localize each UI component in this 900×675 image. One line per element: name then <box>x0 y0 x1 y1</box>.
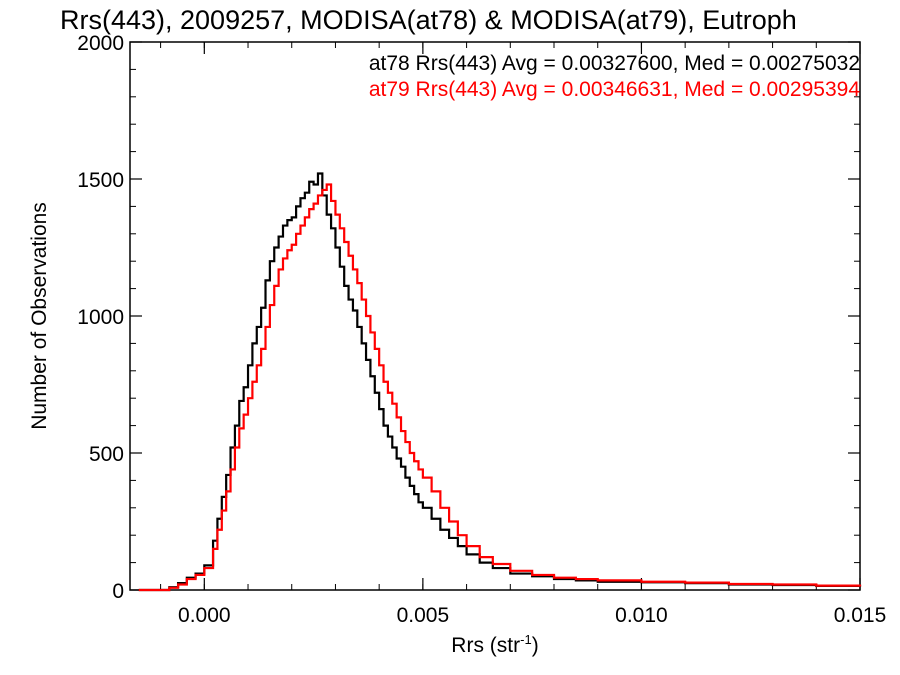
y-tick-label: 2000 <box>77 32 124 55</box>
x-tick-labels: 0.000 0.005 0.010 0.015 <box>178 604 886 627</box>
x-tick-label: 0.010 <box>615 604 668 627</box>
chart-title: Rrs(443), 2009257, MODISA(at78) & MODISA… <box>60 5 797 35</box>
series-group <box>138 172 862 592</box>
legend-entry-at78: at78 Rrs(443) Avg = 0.00327600, Med = 0.… <box>369 52 860 75</box>
series-line-0 <box>138 172 862 592</box>
y-tick-labels: 0 500 1000 1500 2000 <box>77 32 124 603</box>
y-tick-label: 500 <box>89 443 124 466</box>
x-axis-label: Rrs (str-1) <box>451 632 538 657</box>
x-tick-label: 0.005 <box>397 604 450 627</box>
y-tick-label: 0 <box>112 580 124 603</box>
x-tick-label: 0.000 <box>178 604 231 627</box>
series-line-1 <box>138 183 862 592</box>
y-tick-label: 1000 <box>77 306 124 329</box>
plot-frame <box>129 41 861 591</box>
x-tick-label: 0.015 <box>834 604 887 627</box>
axis-ticks <box>130 41 861 591</box>
y-tick-label: 1500 <box>77 169 124 192</box>
y-axis-label: Number of Observations <box>28 202 51 430</box>
legend: at78 Rrs(443) Avg = 0.00327600, Med = 0.… <box>369 52 860 101</box>
legend-entry-at79: at79 Rrs(443) Avg = 0.00346631, Med = 0.… <box>369 78 860 101</box>
plot-area <box>129 41 862 592</box>
